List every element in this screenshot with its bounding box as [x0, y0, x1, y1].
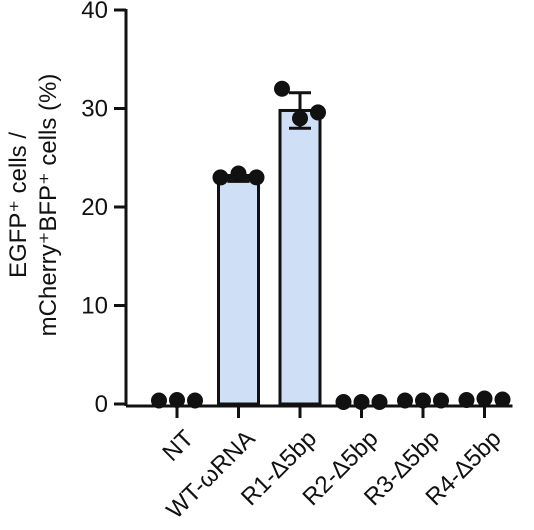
- x-tick-label: NT: [157, 425, 199, 467]
- data-point: [476, 390, 493, 407]
- bar: [217, 176, 260, 406]
- y-axis-label-line-1: EGFP⁺ cells /: [5, 132, 32, 278]
- data-point: [212, 169, 229, 186]
- data-point: [433, 392, 449, 409]
- data-point: [230, 165, 247, 182]
- data-point: [371, 394, 388, 410]
- data-point: [397, 392, 413, 409]
- data-point: [458, 392, 475, 409]
- y-tick-label: 20: [81, 194, 108, 221]
- y-axis-label: EGFP⁺ cells / mCherry⁺BFP⁺ cells (%): [5, 74, 62, 337]
- data-point: [494, 391, 511, 408]
- data-point: [248, 169, 265, 186]
- data-point: [187, 392, 203, 409]
- data-point: [310, 104, 326, 121]
- data-point: [335, 394, 352, 410]
- y-tick-label: 40: [81, 0, 108, 24]
- y-tick-label: 30: [81, 96, 108, 123]
- y-tick-label: 0: [95, 391, 108, 418]
- data-point: [353, 394, 370, 410]
- y-axis-label-line-2: mCherry⁺BFP⁺ cells (%): [35, 74, 62, 337]
- bar: [278, 108, 322, 406]
- data-point: [169, 392, 185, 409]
- data-point: [151, 392, 167, 409]
- data-point: [415, 392, 431, 409]
- plot-area: 010203040NTWT-ωRNAR1-Δ5bpR2-Δ5bpR3-Δ5bpR…: [81, 0, 513, 524]
- data-point: [274, 80, 290, 97]
- data-point: [292, 110, 308, 127]
- y-tick-label: 10: [81, 293, 108, 320]
